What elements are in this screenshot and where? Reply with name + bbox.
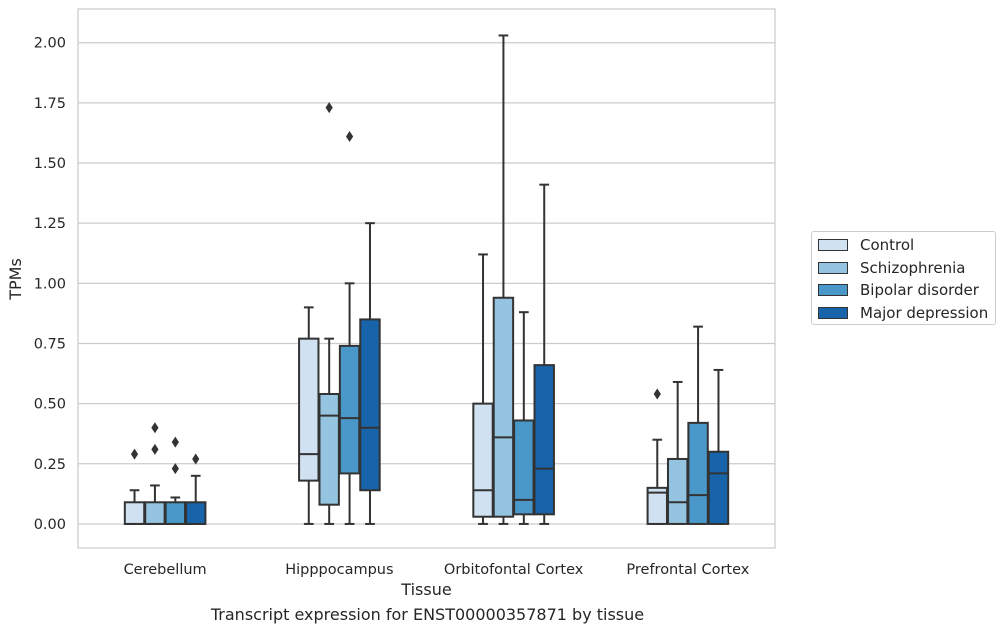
x-tick-labels: Cerebellum Hipppocampus Orbitofontal Corte… bbox=[124, 562, 750, 578]
box-2-0 bbox=[472, 253, 494, 525]
box-3-1 bbox=[666, 380, 689, 525]
y-tick-label: 0.25 bbox=[34, 457, 66, 473]
box-3-0 bbox=[646, 388, 668, 525]
box-2-3 bbox=[533, 183, 555, 525]
legend-item: Control bbox=[818, 235, 914, 255]
legend-swatch bbox=[818, 239, 848, 251]
legend-label: Major depression bbox=[860, 303, 989, 322]
legend-item: Major depression bbox=[818, 303, 988, 323]
box-1-1 bbox=[318, 102, 340, 525]
legend-item: Schizophrenia bbox=[818, 258, 965, 278]
y-tick-label: 1.00 bbox=[34, 276, 66, 292]
y-tick-labels: 0.00 0.25 0.50 0.75 1.00 1.25 1.50 1.75 2.00 bbox=[34, 36, 66, 533]
box-body bbox=[533, 364, 555, 516]
box-body bbox=[513, 419, 535, 516]
box-3-3 bbox=[707, 368, 730, 525]
box-1-0 bbox=[298, 306, 320, 525]
legend-swatch bbox=[818, 261, 848, 274]
y-tick-label: 0.50 bbox=[34, 397, 66, 413]
box-body bbox=[666, 457, 689, 525]
outlier-point bbox=[171, 463, 179, 475]
x-tick-label: Orbitofontal Cortex bbox=[444, 562, 584, 578]
boxes bbox=[123, 34, 730, 525]
box-body bbox=[185, 501, 207, 525]
chart-caption: Transcript expression for ENST0000035787… bbox=[210, 605, 645, 624]
legend-swatch bbox=[818, 306, 848, 319]
box-0-1 bbox=[144, 422, 166, 525]
outlier-point bbox=[345, 131, 354, 143]
box-body bbox=[707, 450, 730, 525]
y-tick-label: 2.00 bbox=[34, 36, 66, 52]
box-body bbox=[687, 421, 709, 525]
y-tick-label: 1.25 bbox=[34, 216, 66, 232]
box-1-3 bbox=[359, 222, 381, 525]
box-3-2 bbox=[687, 325, 709, 525]
outlier-point bbox=[192, 453, 200, 465]
x-tick-label: Prefrontal Cortex bbox=[626, 562, 749, 578]
box-body bbox=[492, 296, 515, 518]
x-tick-label: Hipppocampus bbox=[285, 562, 393, 578]
plot-frame bbox=[77, 8, 776, 549]
outlier-point bbox=[171, 436, 179, 448]
box-0-0 bbox=[123, 448, 146, 525]
y-tick-label: 0.00 bbox=[34, 517, 66, 533]
legend-label: Bipolar disorder bbox=[860, 281, 979, 299]
y-tick-label: 1.75 bbox=[34, 96, 66, 112]
legend-label: Schizophrenia bbox=[860, 258, 966, 277]
box-body bbox=[472, 402, 494, 518]
box-body bbox=[338, 344, 361, 475]
outlier-point bbox=[325, 102, 333, 114]
y-tick-label: 0.75 bbox=[34, 336, 66, 352]
y-axis-label: TPMs bbox=[6, 258, 25, 301]
box-2-2 bbox=[513, 311, 535, 525]
outlier-point bbox=[653, 388, 661, 400]
legend-label: Control bbox=[860, 236, 915, 254]
box-body bbox=[298, 337, 320, 482]
box-0-2 bbox=[164, 436, 187, 525]
box-body bbox=[318, 393, 340, 506]
legend-swatch bbox=[818, 284, 848, 296]
box-body bbox=[359, 318, 381, 492]
gridlines bbox=[78, 42, 775, 525]
box-body bbox=[123, 501, 146, 525]
box-2-1 bbox=[492, 34, 515, 525]
box-body bbox=[144, 501, 166, 525]
x-tick-label: Cerebellum bbox=[124, 562, 207, 578]
box-body bbox=[164, 501, 187, 525]
outlier-point bbox=[151, 422, 159, 434]
outlier-point bbox=[151, 443, 159, 455]
outlier-point bbox=[130, 448, 139, 460]
x-axis-label: Tissue bbox=[400, 580, 451, 599]
box-0-3 bbox=[185, 453, 207, 525]
y-tick-label: 1.50 bbox=[34, 156, 66, 172]
box-1-2 bbox=[338, 131, 361, 525]
legend: Control Schizophrenia Bipolar disorder Majo… bbox=[811, 231, 996, 325]
legend-item: Bipolar disorder bbox=[818, 280, 979, 300]
